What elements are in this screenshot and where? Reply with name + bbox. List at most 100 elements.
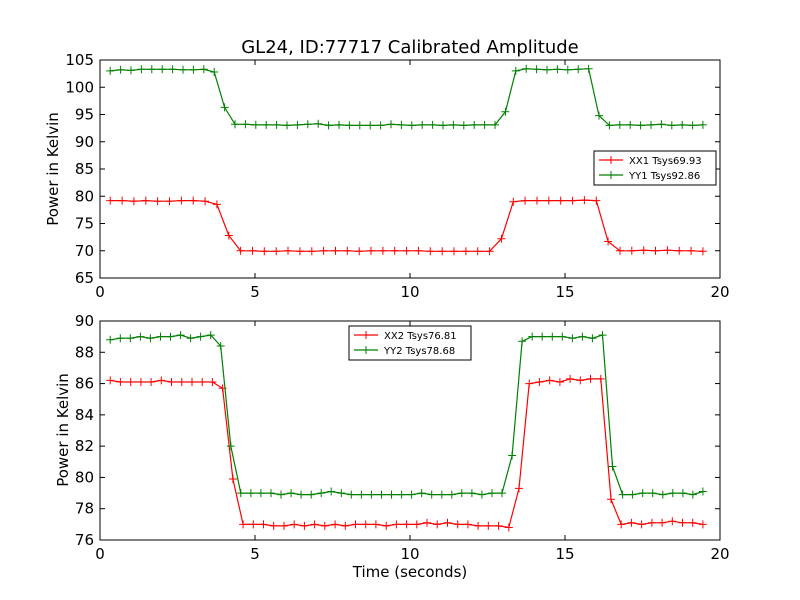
data-point	[177, 196, 186, 205]
legend-entry: YY1 Tsys92.86	[628, 171, 700, 182]
data-point	[260, 247, 269, 256]
data-point	[361, 520, 370, 529]
data-point	[236, 246, 245, 255]
data-point	[628, 490, 637, 499]
data-point	[568, 196, 577, 205]
data-point	[335, 120, 343, 129]
data-point	[423, 518, 431, 527]
data-point	[272, 120, 281, 129]
data-point	[199, 65, 208, 74]
data-point	[447, 490, 456, 499]
data-point	[605, 121, 614, 130]
data-point	[206, 331, 215, 340]
x-tick-label: 10	[400, 283, 419, 301]
data-point	[224, 231, 233, 240]
data-point	[186, 334, 195, 343]
data-point	[580, 196, 589, 205]
data-point	[648, 489, 657, 498]
data-point	[320, 521, 329, 530]
data-point	[418, 120, 427, 129]
legend: XX2 Tsys76.81 YY2 Tsys78.68	[348, 325, 472, 361]
x-tick-label: 5	[250, 283, 260, 301]
data-point	[457, 489, 466, 498]
data-point	[189, 196, 198, 205]
data-point	[248, 246, 257, 255]
data-point	[636, 121, 645, 130]
data-point	[126, 334, 135, 343]
data-point	[604, 237, 613, 246]
chart-title: GL24, ID:77717 Calibrated Amplitude	[241, 37, 579, 58]
top-y-axis-label: Power in Kelvin	[44, 112, 62, 226]
data-point	[297, 490, 306, 499]
data-point	[651, 246, 660, 255]
data-point	[474, 521, 483, 530]
data-point	[146, 334, 155, 343]
data-point	[106, 66, 115, 75]
data-point	[678, 518, 687, 527]
data-point	[345, 121, 354, 130]
x-tick-label: 15	[555, 545, 574, 563]
data-point	[256, 489, 265, 498]
data-point	[355, 121, 364, 130]
data-point	[127, 66, 135, 75]
data-point	[347, 490, 356, 499]
data-point	[555, 378, 564, 386]
y-tick-label: 76	[75, 531, 94, 549]
data-point	[578, 332, 587, 341]
data-point	[226, 442, 235, 451]
data-point	[116, 65, 125, 74]
data-point	[177, 378, 186, 386]
y-tick-label: 70	[75, 242, 94, 260]
data-point	[538, 332, 547, 341]
data-point	[515, 484, 523, 493]
data-point	[317, 489, 326, 498]
data-point	[491, 120, 499, 129]
data-point	[592, 196, 601, 205]
data-point	[168, 65, 177, 74]
data-point	[402, 520, 411, 529]
y-tick-label: 86	[75, 375, 94, 393]
y-tick-label: 105	[65, 51, 94, 69]
data-point	[498, 489, 506, 498]
data-point	[412, 520, 421, 529]
data-point	[675, 246, 684, 255]
data-point	[488, 489, 496, 498]
y-tick-label: 90	[75, 133, 94, 151]
data-point	[272, 247, 281, 256]
data-point	[129, 197, 138, 206]
data-point	[588, 334, 597, 343]
data-point	[668, 489, 677, 498]
data-point	[390, 246, 399, 255]
data-point	[300, 521, 309, 530]
data-point	[528, 332, 537, 341]
data-point	[414, 246, 423, 255]
data-point	[563, 65, 572, 74]
data-point	[118, 196, 127, 205]
data-point	[324, 121, 333, 130]
y-tick-label: 95	[75, 106, 94, 124]
data-point	[449, 120, 458, 129]
data-point	[437, 490, 446, 499]
legend: XX1 Tsys69.93 YY1 Tsys92.86	[593, 150, 717, 186]
data-point	[532, 65, 541, 74]
data-point	[459, 121, 468, 130]
data-point	[556, 196, 565, 205]
data-point	[157, 376, 166, 385]
data-point	[426, 247, 435, 256]
data-point	[470, 120, 479, 129]
data-point	[327, 487, 336, 496]
data-point	[548, 332, 557, 341]
data-point	[598, 331, 607, 340]
data-point	[116, 378, 125, 386]
data-point	[407, 490, 416, 499]
data-point	[687, 246, 696, 255]
data-point	[314, 119, 323, 128]
data-point	[574, 65, 583, 74]
data-point	[210, 68, 219, 76]
y-tick-label: 85	[75, 160, 94, 178]
data-point	[438, 247, 447, 256]
data-point	[366, 121, 375, 130]
data-point	[607, 495, 615, 504]
data-point	[367, 246, 375, 255]
legend-entry: XX2 Tsys76.81	[384, 331, 457, 342]
